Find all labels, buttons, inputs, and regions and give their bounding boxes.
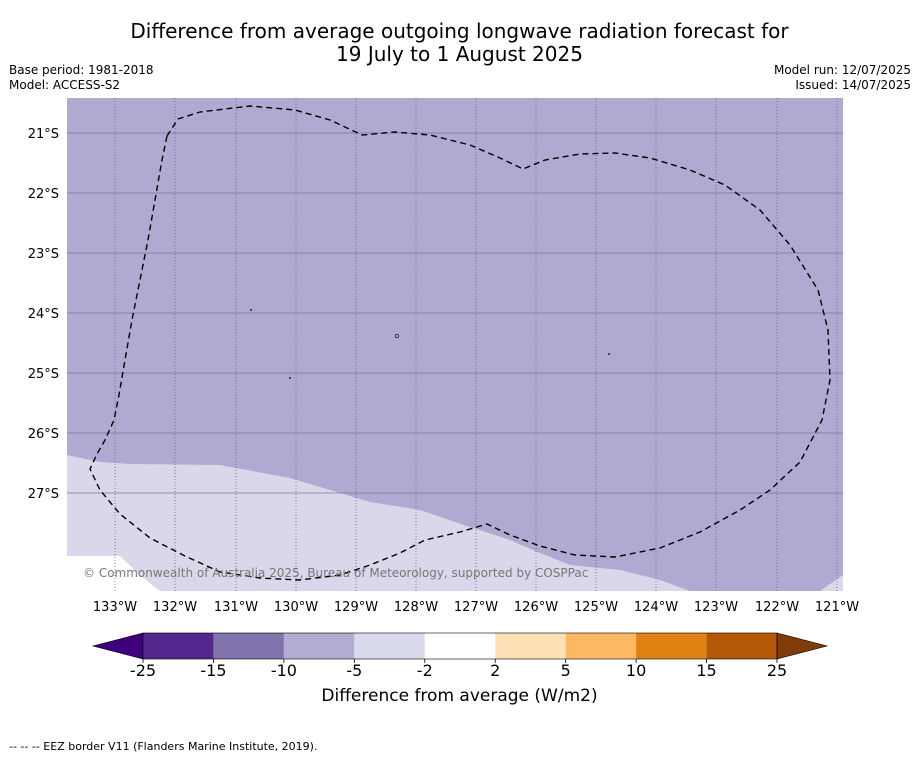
model-text: Model: ACCESS-S2 [9,78,121,92]
colorbar-tick-label: -25 [130,661,156,680]
colorbar-tick-label: 5 [561,661,571,680]
lon-label: 122°W [755,600,799,615]
colorbar-tick-label: -5 [346,661,362,680]
colorbar-tick-label: -10 [271,661,297,680]
map-title-line1: Difference from average outgoing longwav… [130,19,789,43]
colorbar-segment [636,633,707,659]
colorbar-segment [143,633,214,659]
lon-label: 125°W [574,600,618,615]
header-left: Base period: 1981-2018 Model: ACCESS-S2 [9,63,154,93]
lon-label: 124°W [634,600,678,615]
colorbar: -25 -15 -10 -5 -2 2 5 10 15 25 [91,632,829,680]
lon-label: 132°W [153,600,197,615]
lat-label: 23°S [28,247,59,262]
anomaly-region-minus5-to-minus2 [67,455,690,591]
issued-text: Issued: 14/07/2025 [795,78,911,92]
lat-label: 22°S [28,187,59,202]
colorbar-tick-label: 10 [626,661,646,680]
colorbar-tick-label: 25 [767,661,787,680]
colorbar-segment [213,633,284,659]
lat-label: 24°S [28,307,59,322]
lon-label: 121°W [815,600,859,615]
lon-label: 127°W [454,600,498,615]
lat-label: 27°S [28,487,59,502]
longitude-labels: 133°W 132°W 131°W 130°W 129°W 128°W 127°W 126°W… [93,600,859,615]
map-title-line2: 19 July to 1 August 2025 [336,42,583,66]
island-marker [250,309,252,311]
colorbar-tick-label: 15 [696,661,716,680]
eez-footnote: -- -- -- EEZ border V11 (Flanders Marine… [9,740,318,753]
colorbar-segment [354,633,425,659]
header-right: Model run: 12/07/2025 Issued: 14/07/2025 [774,63,911,93]
lon-label: 128°W [394,600,438,615]
island-marker [394,333,400,339]
lat-label: 25°S [28,367,59,382]
colorbar-label: Difference from average (W/m2) [321,686,598,706]
colorbar-tick-label: -2 [417,661,433,680]
lon-label: 133°W [93,600,137,615]
island-marker [608,353,610,355]
colorbar-tick-label: -15 [200,661,226,680]
white-patch [67,556,160,591]
colorbar-segment [283,633,355,659]
colorbar-extend-low [91,632,144,660]
attribution-text: © Commonwealth of Australia 2025, Bureau… [83,566,588,580]
colorbar-segment [565,633,637,659]
base-period-text: Base period: 1981-2018 [9,63,154,77]
colorbar-extend-high [776,632,829,660]
colorbar-outline [142,632,778,660]
lon-label: 130°W [274,600,318,615]
lat-label: 21°S [28,127,59,142]
colorbar-segment [424,633,496,659]
model-run-text: Model run: 12/07/2025 [773,63,911,77]
colorbar-tick-label: 2 [490,661,500,680]
lon-label: 131°W [214,600,258,615]
gridlines [67,98,843,591]
lon-label: 123°W [694,600,738,615]
lat-label: 26°S [28,427,59,442]
island-marker [289,377,291,379]
colorbar-segment [495,633,566,659]
colorbar-segment [706,633,777,659]
lon-label: 126°W [514,600,558,615]
latitude-labels: 21°S 22°S 23°S 24°S 25°S 26°S 27°S [28,127,59,502]
lon-label: 129°W [334,600,378,615]
